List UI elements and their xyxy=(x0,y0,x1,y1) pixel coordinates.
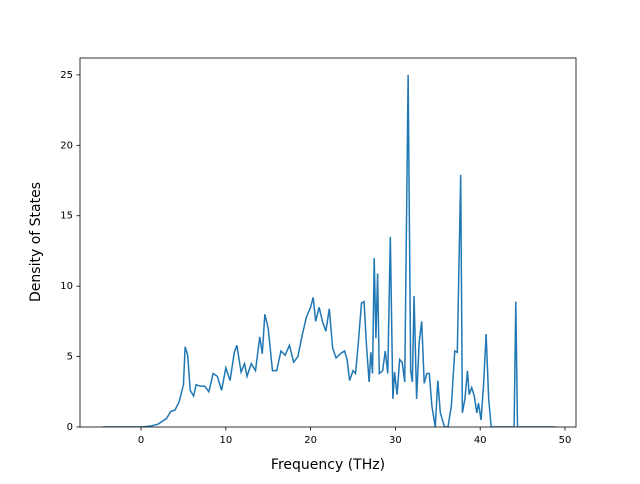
x-tick-label: 0 xyxy=(138,435,144,446)
y-tick-label: 10 xyxy=(60,281,73,292)
y-tick-label: 20 xyxy=(60,140,73,151)
y-tick-label: 5 xyxy=(67,352,73,363)
y-axis-label: Density of States xyxy=(28,182,44,302)
x-tick-label: 10 xyxy=(219,435,232,446)
x-tick-label: 50 xyxy=(559,435,572,446)
y-tick-label: 25 xyxy=(60,70,73,81)
y-tick-label: 0 xyxy=(67,422,73,433)
x-tick-label: 40 xyxy=(474,435,487,446)
data-line xyxy=(102,74,556,427)
y-tick-label: 15 xyxy=(60,211,73,222)
x-tick-label: 30 xyxy=(389,435,402,446)
x-tick-label: 20 xyxy=(304,435,317,446)
plot-frame xyxy=(79,57,577,428)
x-axis-label: Frequency (THz) xyxy=(271,457,385,473)
